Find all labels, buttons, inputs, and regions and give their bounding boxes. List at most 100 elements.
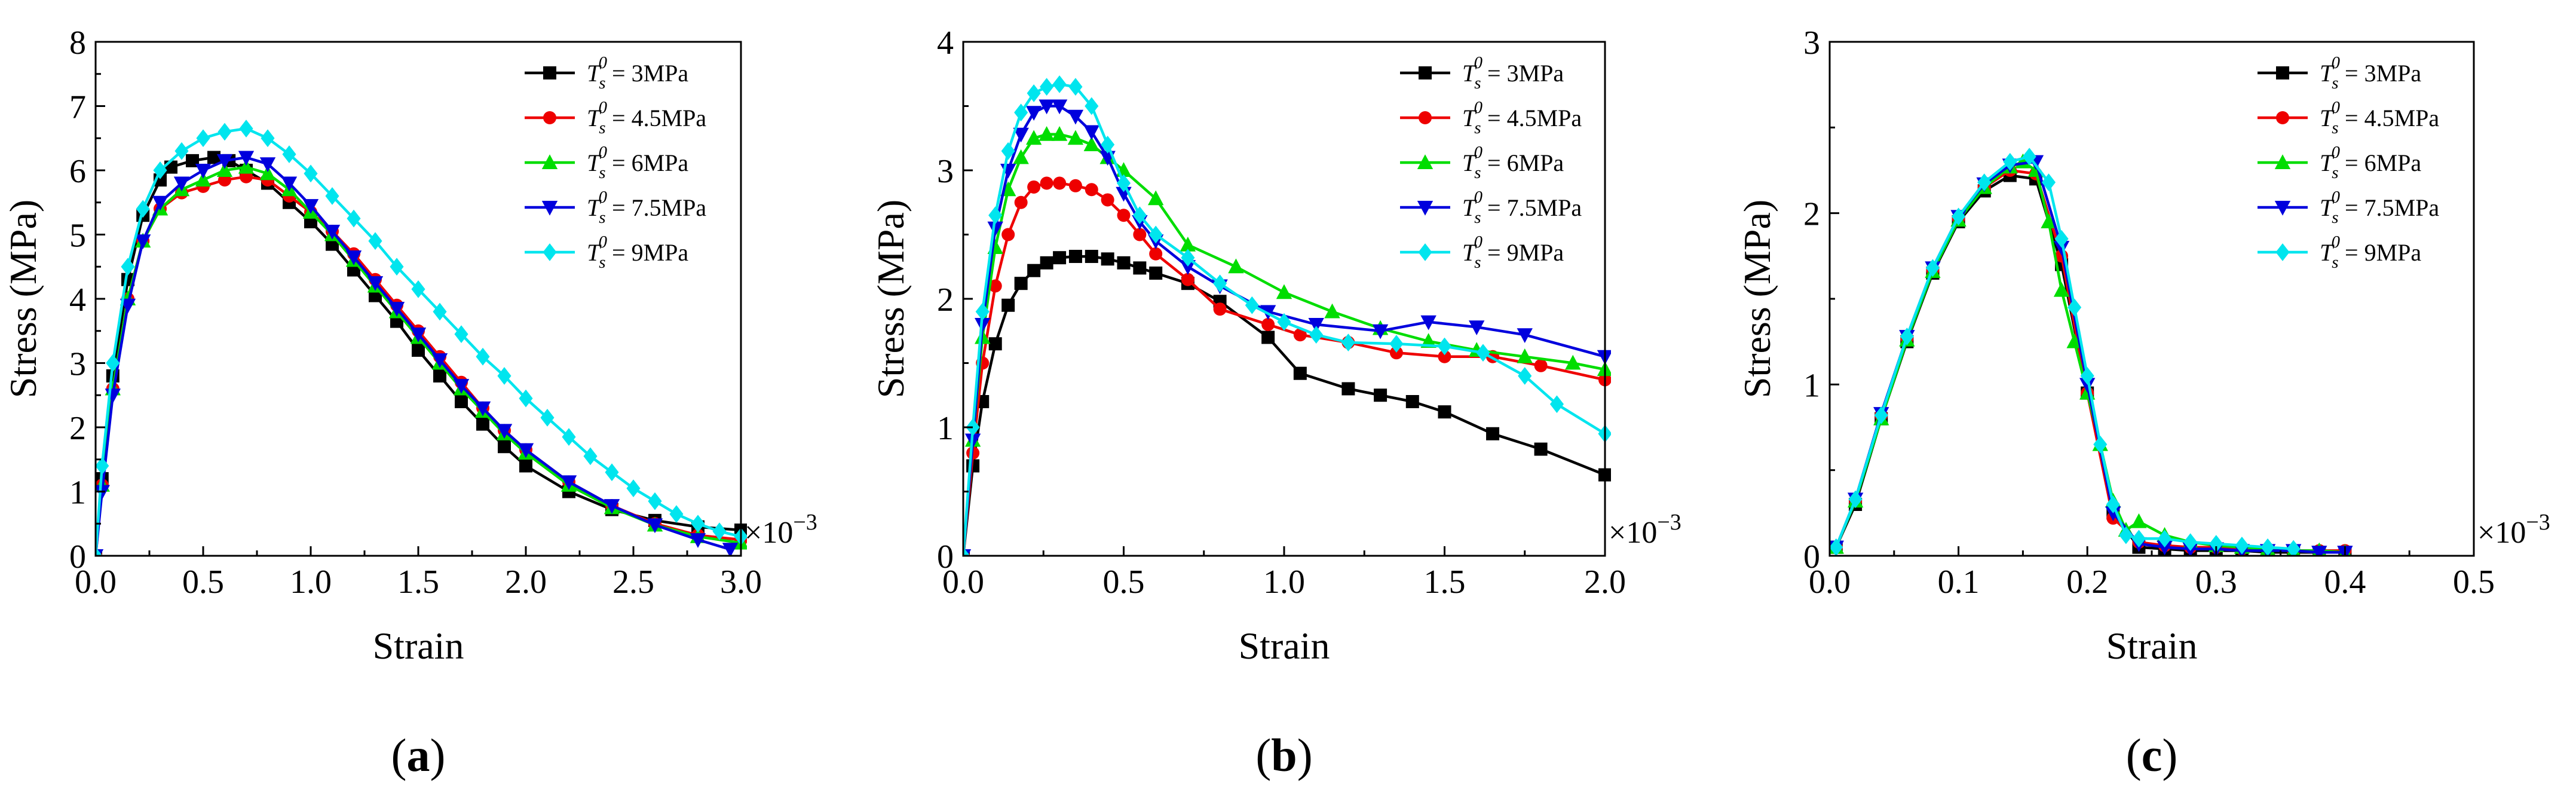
data-point	[975, 302, 990, 321]
legend-item: Ts0 = 6MPa	[2258, 143, 2421, 182]
data-point	[562, 428, 576, 446]
data-point	[1013, 149, 1029, 164]
legend-marker	[1418, 243, 1432, 261]
data-point	[453, 379, 470, 394]
y-tick-label: 5	[69, 218, 86, 255]
legend-label: Ts0 = 6MPa	[2320, 143, 2421, 182]
data-point	[1025, 130, 1042, 145]
data-point	[605, 463, 619, 482]
legend-item: Ts0 = 4.5MPa	[1400, 98, 1582, 137]
data-point	[2093, 435, 2108, 454]
data-point	[476, 347, 490, 366]
x-tick-label: 0.5	[2453, 564, 2495, 601]
legend-label: Ts0 = 6MPa	[1462, 143, 1564, 182]
legend-label: Ts0 = 3MPa	[2320, 53, 2421, 93]
x-tick-label: 0.4	[2324, 564, 2366, 601]
panel-label: (c)	[2126, 729, 2178, 781]
data-point	[1040, 256, 1053, 270]
legend-label: Ts0 = 7.5MPa	[587, 188, 706, 227]
data-point	[174, 142, 189, 160]
legend-label: Ts0 = 4.5MPa	[587, 98, 706, 137]
data-point	[988, 279, 1002, 293]
legend-item: Ts0 = 7.5MPa	[1400, 188, 1582, 227]
legend-marker	[1419, 66, 1432, 79]
series-9MPa	[963, 75, 1611, 556]
data-point	[1597, 361, 1611, 377]
y-tick-label: 8	[69, 25, 86, 62]
data-point	[239, 120, 253, 137]
data-point	[1001, 142, 1015, 160]
data-point	[345, 250, 362, 265]
data-point	[1014, 277, 1028, 290]
legend-item: Ts0 = 9MPa	[2258, 232, 2421, 272]
series-line	[1834, 160, 2345, 554]
data-point	[105, 388, 121, 403]
series-4-5MPa	[963, 176, 1611, 556]
data-point	[1341, 382, 1355, 396]
y-tick-label: 0	[937, 538, 954, 576]
data-point	[1068, 250, 1082, 264]
x-tick-label: 3.0	[720, 564, 762, 601]
data-point	[1101, 193, 1114, 207]
data-point	[648, 492, 662, 510]
data-point	[1148, 225, 1163, 244]
data-point	[1116, 174, 1131, 192]
data-point	[1068, 179, 1082, 192]
data-point	[216, 154, 233, 169]
x-tick-label: 2.0	[1584, 564, 1626, 601]
data-point	[96, 547, 103, 556]
data-point	[1181, 249, 1195, 267]
legend-label: Ts0 = 9MPa	[1462, 232, 1564, 272]
data-point	[1977, 173, 1992, 191]
data-point	[325, 187, 339, 205]
legend-marker	[1419, 111, 1432, 124]
legend-item: Ts0 = 6MPa	[1400, 143, 1564, 182]
data-point	[1518, 367, 1532, 385]
legend-label: Ts0 = 4.5MPa	[2320, 98, 2439, 137]
data-point	[987, 221, 1003, 237]
data-point	[1308, 318, 1324, 333]
data-point	[1277, 313, 1291, 331]
series-line	[1834, 160, 2345, 554]
data-point	[1293, 328, 1307, 342]
data-point	[988, 206, 1003, 225]
data-point	[1293, 366, 1307, 380]
x-tick-label: 0.0	[1809, 564, 1851, 601]
data-point	[2209, 535, 2223, 553]
data-point	[218, 123, 232, 141]
data-point	[1597, 350, 1611, 365]
data-point	[173, 176, 190, 192]
data-point	[1389, 335, 1404, 353]
data-point	[135, 234, 151, 249]
data-point	[604, 499, 620, 514]
data-point	[368, 232, 382, 250]
data-point	[324, 225, 341, 240]
y-tick-label: 1	[1803, 367, 1820, 404]
series-line	[1834, 174, 2345, 554]
data-point	[497, 367, 511, 385]
data-point	[1117, 209, 1131, 222]
data-point	[120, 298, 136, 314]
data-point	[388, 302, 405, 317]
x-tick-label: 0.0	[75, 564, 117, 601]
y-tick-label: 0	[69, 538, 86, 576]
data-point	[367, 276, 384, 291]
x-tick-label: 0.5	[1103, 564, 1145, 601]
panel-label: (a)	[391, 729, 446, 781]
data-point	[583, 447, 598, 466]
x-tick-label: 1.0	[1263, 564, 1305, 601]
legend-marker	[2274, 201, 2291, 216]
data-point	[1149, 247, 1163, 261]
data-point	[1133, 228, 1147, 241]
data-point	[1420, 315, 1436, 330]
x-axis-label: Strain	[373, 625, 464, 667]
data-point	[1068, 78, 1083, 96]
data-point	[1549, 395, 1564, 414]
series-9MPa	[96, 120, 747, 556]
data-point	[1925, 259, 1940, 277]
series-line	[96, 175, 742, 556]
data-point	[2286, 540, 2301, 556]
data-point	[1213, 274, 1227, 293]
series-3MPa	[963, 250, 1611, 556]
data-point	[1534, 442, 1548, 456]
